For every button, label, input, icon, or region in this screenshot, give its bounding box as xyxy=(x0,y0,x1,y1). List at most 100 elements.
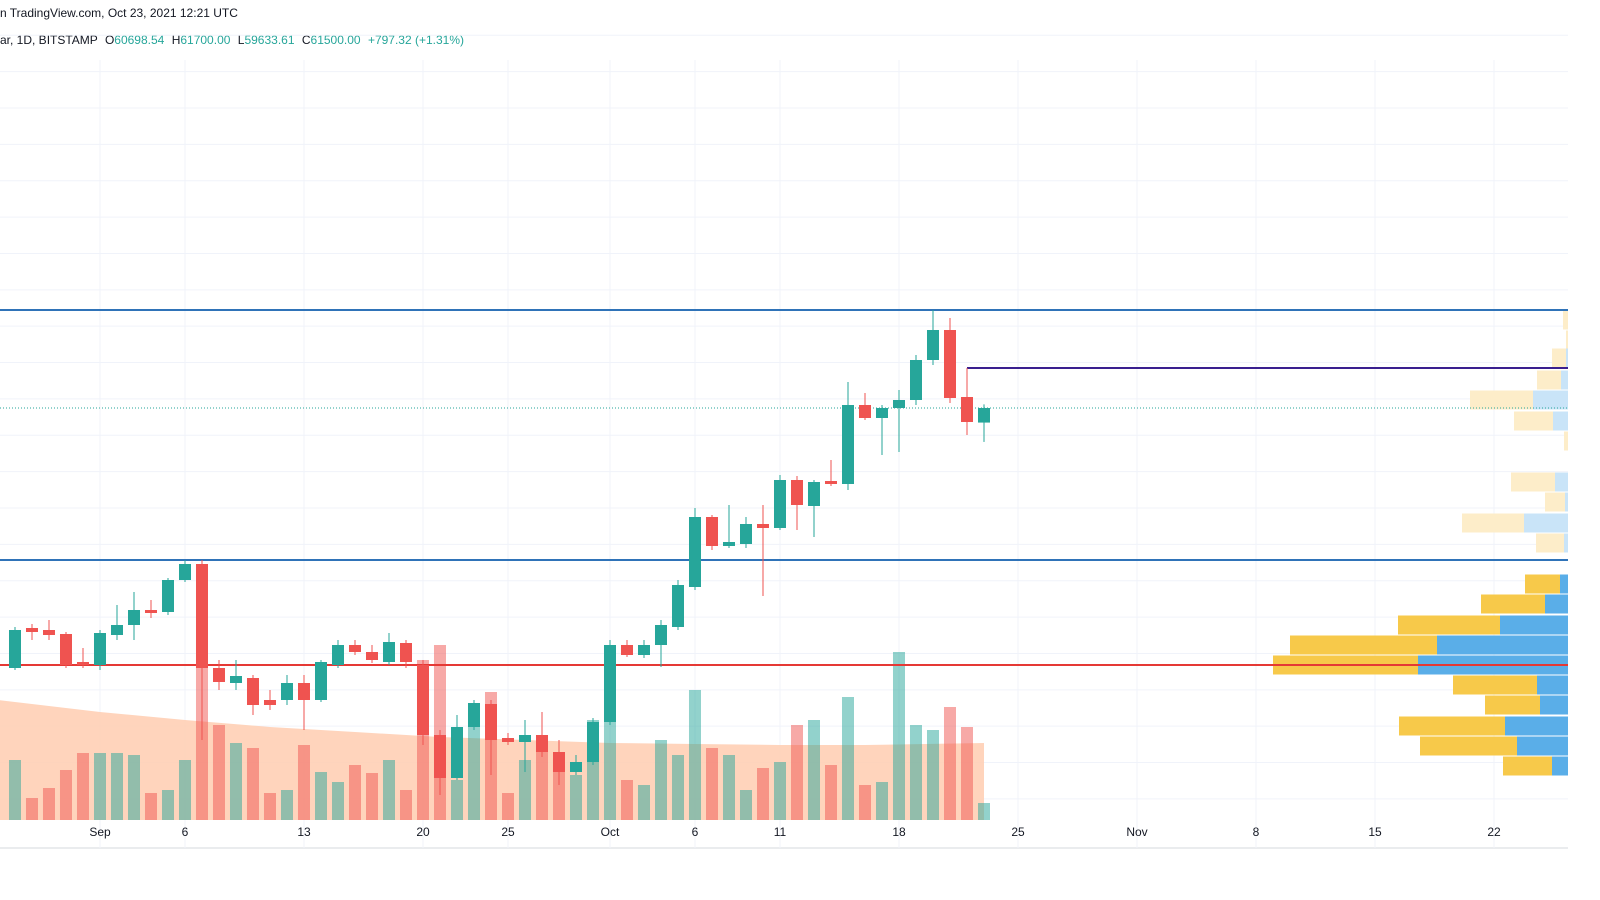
candle-body xyxy=(331,645,344,665)
volume-bar xyxy=(977,803,990,820)
profile-up xyxy=(1564,431,1568,451)
change: +797.32 (+1.31%) xyxy=(368,33,464,47)
profile-down xyxy=(1500,615,1568,635)
ohlc-label: H xyxy=(172,33,181,47)
candle-body xyxy=(297,683,310,700)
volume-bar xyxy=(807,720,820,820)
candle-body xyxy=(348,645,361,652)
profile-up xyxy=(1290,635,1437,655)
ohlc-value: 60698.54 xyxy=(114,33,164,47)
profile-up xyxy=(1552,348,1566,368)
candle-body xyxy=(824,481,837,484)
candle-body xyxy=(399,643,412,662)
profile-down xyxy=(1537,675,1568,695)
candle-body xyxy=(773,480,786,528)
candle-body xyxy=(552,752,565,772)
candle-body xyxy=(314,662,327,700)
volume-bar xyxy=(8,760,21,820)
candle-body xyxy=(705,517,718,546)
volume-bar xyxy=(688,690,701,820)
candle-body xyxy=(42,630,55,635)
volume-bar xyxy=(229,743,242,820)
volume-bar xyxy=(518,760,531,820)
profile-down xyxy=(1505,716,1568,736)
profile-down xyxy=(1561,370,1568,390)
candle-body xyxy=(739,524,752,544)
volume-bar xyxy=(127,755,140,820)
profile-up xyxy=(1537,370,1561,390)
candle-body xyxy=(195,564,208,668)
candle-body xyxy=(790,480,803,505)
profile-up xyxy=(1398,615,1500,635)
candle-body xyxy=(280,683,293,700)
volume-bar xyxy=(722,755,735,820)
volume-bar xyxy=(552,758,565,820)
volume-bar xyxy=(246,748,259,820)
candle-body xyxy=(127,610,140,625)
volume-bar xyxy=(705,748,718,820)
candle-body xyxy=(59,634,72,665)
volume-bar xyxy=(450,780,463,820)
candle-body xyxy=(926,330,939,360)
volume-bar xyxy=(739,790,752,820)
source-line: n TradingView.com, Oct 23, 2021 12:21 UT… xyxy=(0,6,238,20)
x-tick-label: 6 xyxy=(182,825,189,839)
volume-bar xyxy=(144,793,157,820)
candle-body xyxy=(654,625,667,645)
candle-body xyxy=(603,645,616,722)
candle-body xyxy=(569,762,582,772)
volume-bar xyxy=(892,652,905,820)
volume-bar xyxy=(382,760,395,820)
profile-up xyxy=(1481,594,1545,614)
candle-body xyxy=(212,668,225,682)
candle-body xyxy=(246,678,259,705)
symbol-line: ar, 1D, BITSTAMP O60698.54 H61700.00 L59… xyxy=(0,33,464,47)
candle-body xyxy=(450,727,463,778)
profile-up xyxy=(1453,675,1537,695)
candle-body xyxy=(467,703,480,727)
candle-body xyxy=(76,662,89,665)
x-tick-label: 22 xyxy=(1487,825,1501,839)
profile-up xyxy=(1563,310,1568,330)
x-tick-label: 13 xyxy=(297,825,311,839)
ohlc-label: C xyxy=(302,33,311,47)
candle-body xyxy=(229,676,242,683)
profile-down xyxy=(1553,411,1568,431)
x-tick-label: 15 xyxy=(1368,825,1382,839)
x-tick-label: Nov xyxy=(1126,825,1147,839)
x-tick-label: 25 xyxy=(1011,825,1025,839)
x-tick-label: Sep xyxy=(89,825,111,839)
profile-down xyxy=(1565,492,1568,512)
plot xyxy=(0,34,1568,848)
volume-bar xyxy=(314,772,327,820)
profile-down xyxy=(1540,695,1568,715)
x-tick-label: 25 xyxy=(501,825,515,839)
profile-up xyxy=(1503,756,1552,776)
volume-bar xyxy=(943,707,956,820)
volume-bar xyxy=(42,788,55,820)
volume-bar xyxy=(76,753,89,820)
profile-up xyxy=(1525,574,1560,594)
volume-bar xyxy=(212,725,225,820)
candle-body xyxy=(382,642,395,662)
profile-down xyxy=(1555,472,1568,492)
volume-bar xyxy=(399,790,412,820)
candle-body xyxy=(535,735,548,752)
profile-down xyxy=(1560,574,1568,594)
profile-down xyxy=(1524,513,1568,533)
x-tick-label: 6 xyxy=(692,825,699,839)
x-tick-label: 20 xyxy=(416,825,430,839)
candle-body xyxy=(433,735,446,778)
profile-up xyxy=(1470,390,1533,410)
x-tick-label: 11 xyxy=(774,825,787,839)
candle-body xyxy=(110,625,123,635)
candle-body xyxy=(909,360,922,400)
volume-bar xyxy=(841,697,854,820)
volume-bar xyxy=(858,785,871,820)
candle-body xyxy=(620,645,633,655)
candle-body xyxy=(263,700,276,705)
volume-bar xyxy=(875,782,888,820)
volume-bar xyxy=(535,738,548,820)
